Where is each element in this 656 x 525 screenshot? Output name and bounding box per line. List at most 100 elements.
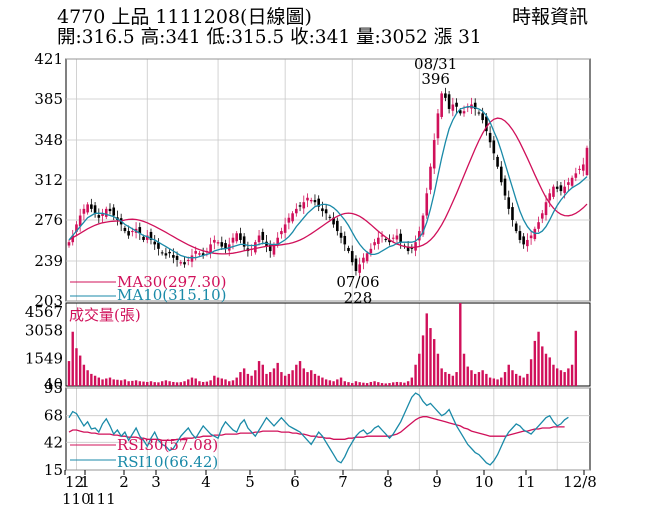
candle-body [302,202,306,209]
volume-bar [496,379,499,386]
volume-bar [406,381,410,386]
volume-bar [246,373,250,386]
candle-body [492,140,496,154]
candle-body [488,132,492,143]
candle-body [567,182,570,185]
volume-bar [436,353,440,386]
candle-body [201,253,205,256]
x-tick-label: 12 [65,473,84,491]
volume-bar [511,370,514,386]
candle-body [138,227,142,234]
volume-bar [250,375,253,386]
volume-bar [369,381,373,386]
volume-tick-label: 40 [44,375,63,393]
candle-body [451,104,455,111]
volume-bar [231,380,235,386]
candle-body [142,236,145,240]
volume-bar [280,372,283,386]
x-tick-label: 1 [80,473,90,491]
volume-bar [570,364,574,386]
volume-bar [119,380,123,386]
candle-body [410,247,414,249]
candle-body [362,257,365,263]
ma30-line [68,117,588,255]
candle-body [186,259,190,261]
volume-bar [324,379,328,386]
volume-bar [477,372,481,386]
volume-bar [380,383,384,386]
candle-body [287,217,291,223]
volume-bar [447,373,451,386]
rsi-tick-label: 68 [44,407,63,425]
volume-bar [90,373,93,386]
candle-body [75,224,78,232]
volume-bar [105,378,108,386]
candle-body [153,241,157,245]
candle-body [190,255,194,262]
volume-bar [235,377,238,386]
x-tick-label: 10 [474,473,493,491]
volume-bar [399,382,402,386]
volume-bar [485,373,488,386]
candle-body [399,233,402,243]
ma30-legend-label: MA30(297.30) [117,273,226,291]
candle-body [380,235,384,237]
candle-body [388,239,391,243]
candle-body [440,93,443,117]
rsi10-legend-label: RSI10(66.42) [117,453,218,471]
volume-bar [224,379,227,386]
volume-bar [347,382,350,386]
candle-body [462,111,466,114]
volume-bar [559,370,563,386]
volume-bar [75,348,78,386]
rsi10-line [68,392,569,466]
ma10-legend-label: MA10(315.10) [117,286,226,304]
source-label: 時報資訊 [512,6,589,28]
x-tick-label: 12/8 [563,473,597,491]
candle-body [526,239,529,247]
candle-body [332,217,335,225]
volume-bar [213,375,216,386]
candle-body [343,235,347,245]
volume-bar [108,377,112,386]
volume-bar [257,361,261,386]
volume-bar [567,368,570,386]
volume-bar [283,375,287,386]
x-tick-label: 5 [245,473,255,491]
candle-body [555,186,559,189]
candle-body [585,147,589,176]
year-label-111: 111 [87,490,116,508]
candle-body [317,198,320,207]
volume-bar [451,375,455,386]
volume-bar [544,353,548,386]
candle-body [373,242,376,246]
x-tick-label: 4 [201,473,211,491]
volume-bar [541,346,544,386]
candle-body [291,213,294,222]
candle-body [336,220,339,232]
candle-body [455,102,458,107]
volume-bar [514,373,518,386]
x-tick-label: 9 [432,473,442,491]
candle-body [272,244,276,255]
year-label-110: 110 [62,490,91,508]
volume-bar [466,366,469,386]
volume-bar [168,381,171,386]
candle-body [168,251,171,254]
candle-body [93,205,97,214]
candle-body [324,209,328,214]
x-tick-label: 8 [383,473,393,491]
volume-bar [418,353,421,386]
candle-body [101,213,104,216]
volume-panel-frame [65,302,591,387]
volume-bar [142,381,145,386]
volume-bar [481,370,484,386]
candle-body [313,199,317,203]
candle-body [447,94,451,109]
price-tick-label: 312 [34,171,63,189]
volume-bar [358,382,361,386]
volume-bar [395,381,399,386]
candle-body [104,208,108,217]
candle-body [82,208,86,214]
volume-bar [86,370,89,386]
